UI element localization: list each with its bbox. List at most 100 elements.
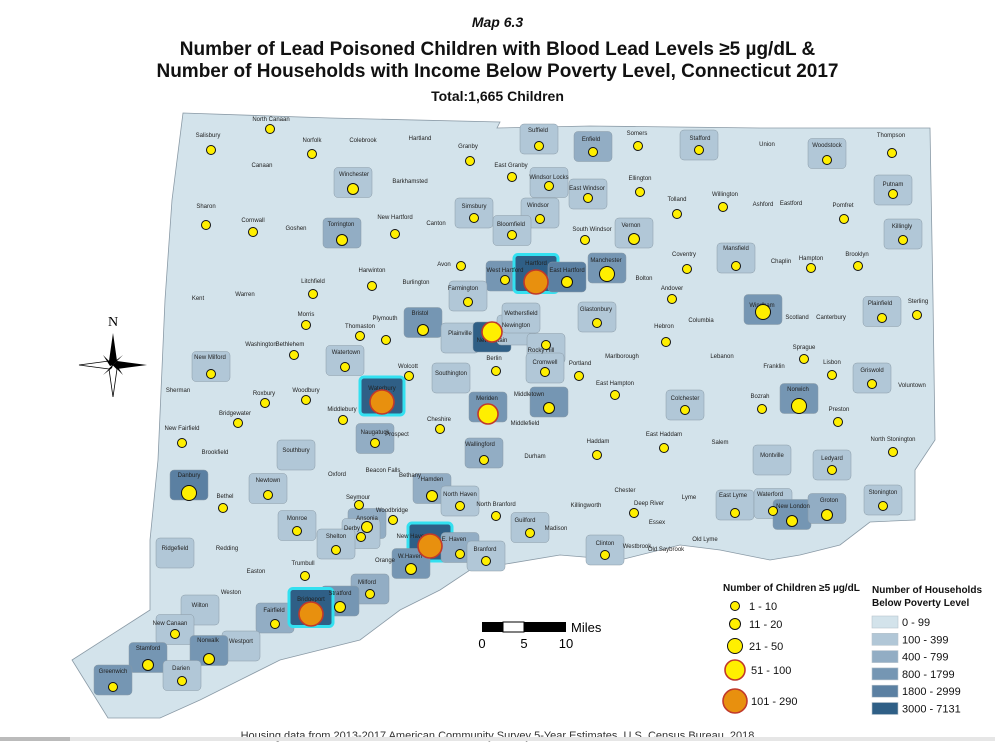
town-children-circle-willington — [718, 202, 728, 212]
town-children-circle-stonington — [878, 501, 888, 511]
town-label-durham: Durham — [524, 454, 545, 460]
town-label-south-windsor: South Windsor — [572, 227, 611, 233]
legend-children-title: Number of Children ≥5 µg/dL — [723, 583, 860, 594]
town-label-canton: Canton — [426, 221, 445, 227]
town-label-lisbon: Lisbon — [823, 360, 841, 366]
town-children-circle-plymouth — [381, 335, 391, 345]
town-label-berlin: Berlin — [486, 356, 501, 362]
town-children-circle-lisbon — [827, 370, 837, 380]
town-label-cromwell: Cromwell — [532, 360, 557, 366]
town-children-circle-mansfield — [731, 261, 741, 271]
town-children-circle-waterbury — [369, 389, 395, 415]
town-label-wethersfield: Wethersfield — [504, 311, 537, 317]
town-children-circle-guilford — [525, 528, 535, 538]
legend-children-symbol-4 — [724, 659, 746, 681]
town-children-circle-ellington — [635, 187, 645, 197]
town-label-montville: Montville — [760, 453, 784, 459]
town-label-danbury: Danbury — [178, 473, 201, 479]
town-children-circle-windsor — [535, 214, 545, 224]
town-children-circle-ansonia — [361, 521, 373, 533]
town-label-rocky-hill: Rocky Hill — [528, 348, 555, 354]
town-children-circle-stamford — [142, 659, 154, 671]
legend-households: Number of Households Below Poverty Level… — [871, 585, 982, 716]
legend-children-label-1: 1 - 10 — [749, 601, 777, 613]
town-label-chester: Chester — [614, 488, 635, 494]
town-children-circle-woodbridge — [388, 515, 398, 525]
legend-households-label-2: 100 - 399 — [902, 634, 948, 646]
town-label-milford: Milford — [358, 580, 376, 586]
town-label-hampton: Hampton — [799, 256, 823, 262]
legend-households-label-1: 0 - 99 — [902, 617, 930, 629]
town-children-circle-stafford — [694, 145, 704, 155]
town-area-enfield — [573, 131, 613, 162]
town-label-enfield: Enfield — [582, 137, 600, 143]
town-label-windsor: Windsor — [527, 203, 549, 209]
town-label-brooklyn: Brooklyn — [845, 252, 868, 258]
town-area-woodstock — [807, 138, 847, 169]
legend-households-label-3: 400 - 799 — [902, 652, 948, 664]
town-children-circle-tolland — [672, 209, 682, 219]
legend-children-label-3: 21 - 50 — [749, 641, 783, 653]
town-label-plainville: Plainville — [448, 331, 472, 337]
town-children-circle-new-hartford — [390, 229, 400, 239]
town-children-circle-stratford — [334, 601, 346, 613]
town-label-redding: Redding — [216, 546, 238, 552]
town-children-circle-bloomfield — [507, 230, 517, 240]
town-children-circle-north-stonington — [888, 447, 898, 457]
town-label-plymouth: Plymouth — [372, 316, 397, 322]
town-children-circle-naugatuck — [370, 438, 380, 448]
town-children-circle-enfield — [588, 147, 598, 157]
town-children-circle-north-haven — [455, 501, 465, 511]
town-children-circle-thomaston — [355, 331, 365, 341]
town-area-suffield — [519, 123, 559, 155]
town-label-branford: Branford — [473, 547, 496, 553]
town-label-north-canaan: North Canaan — [252, 117, 289, 123]
town-label-newtown: Newtown — [256, 478, 281, 484]
town-label-lyme: Lyme — [682, 495, 697, 501]
town-children-circle-branford — [481, 556, 491, 566]
town-children-circle-new-canaan — [170, 629, 180, 639]
town-children-circle-berlin — [491, 366, 501, 376]
town-label-cornwall: Cornwall — [241, 218, 264, 224]
town-area-greenwich — [93, 664, 133, 696]
town-label-burlington: Burlington — [402, 280, 429, 286]
town-children-circle-hampton — [806, 263, 816, 273]
town-label-trumbull: Trumbull — [291, 561, 314, 567]
town-label-bozrah: Bozrah — [750, 394, 769, 400]
town-label-east-haddam: East Haddam — [646, 432, 682, 438]
town-label-pomfret: Pomfret — [832, 203, 853, 209]
scale-tick-0: 0 — [478, 636, 485, 651]
town-label-salem: Salem — [711, 440, 728, 446]
town-children-circle-bethlehem — [289, 350, 299, 360]
town-children-circle-meriden — [477, 403, 499, 425]
scrollbar-thumb[interactable] — [0, 737, 70, 741]
legend-children-symbol-2 — [729, 618, 741, 630]
town-label-canaan: Canaan — [251, 163, 272, 169]
town-children-circle-trumbull — [300, 571, 310, 581]
town-children-circle-salisbury — [206, 145, 216, 155]
town-area-bristol — [403, 307, 443, 338]
town-label-barkhamsted: Barkhamsted — [392, 179, 427, 185]
town-children-circle-morris — [301, 320, 311, 330]
town-label-wilton: Wilton — [192, 603, 209, 609]
town-children-circle-cromwell — [540, 367, 550, 377]
scale-unit: Miles — [571, 620, 602, 635]
horizontal-scrollbar[interactable] — [0, 737, 995, 741]
town-children-circle-middletown — [543, 402, 555, 414]
town-label-marlborough: Marlborough — [605, 354, 639, 360]
town-children-circle-ledyard — [827, 465, 837, 475]
town-children-circle-plainfield — [877, 313, 887, 323]
town-label-mansfield: Mansfield — [723, 246, 749, 252]
town-children-circle-cheshire — [435, 424, 445, 434]
town-area-shelton — [316, 528, 356, 560]
legend-children-label-2: 11 - 20 — [749, 619, 782, 631]
town-children-circle-wallingford — [479, 455, 489, 465]
town-label-norfolk: Norfolk — [302, 138, 322, 144]
town-children-circle-colchester — [680, 405, 690, 415]
town-children-circle-simsbury — [469, 213, 479, 223]
town-label-woodbridge: Woodbridge — [376, 508, 409, 514]
town-label-washington: Washington — [245, 342, 276, 348]
town-label-ellington: Ellington — [628, 176, 651, 182]
town-label-warren: Warren — [235, 292, 254, 298]
town-children-circle-clinton — [600, 550, 610, 560]
